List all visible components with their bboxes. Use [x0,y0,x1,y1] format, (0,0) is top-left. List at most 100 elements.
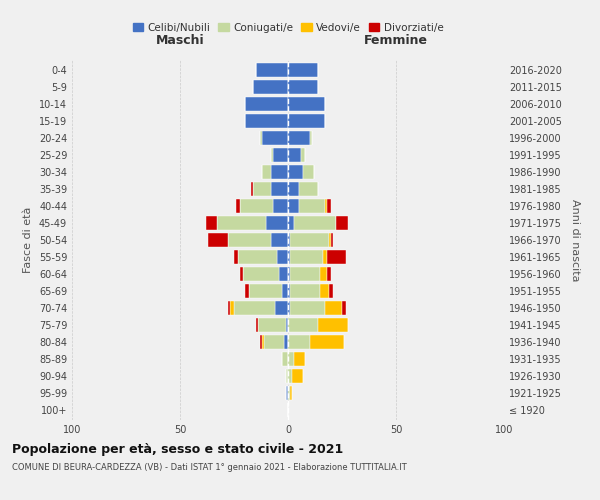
Bar [262,166,271,179]
Bar [271,182,288,196]
Bar [290,233,329,247]
Bar [292,369,303,382]
Bar [288,301,290,314]
Bar [273,148,288,162]
Bar [288,166,303,179]
Bar [245,284,249,298]
Bar [256,318,258,332]
Bar [280,267,288,281]
Bar [288,267,290,281]
Bar [299,182,318,196]
Bar [275,301,288,314]
Y-axis label: Anni di nascita: Anni di nascita [570,198,580,281]
Bar [258,318,286,332]
Bar [288,199,299,213]
Bar [266,216,288,230]
Bar [286,369,288,382]
Bar [227,233,271,247]
Bar [288,132,310,145]
Bar [281,352,288,366]
Text: COMUNE DI BEURA-CARDEZZA (VB) - Dati ISTAT 1° gennaio 2021 - Elaborazione TUTTIT: COMUNE DI BEURA-CARDEZZA (VB) - Dati IST… [12,462,407,471]
Bar [327,267,331,281]
Bar [290,301,325,314]
Bar [288,233,290,247]
Bar [245,114,288,128]
Bar [227,301,230,314]
Bar [206,216,217,230]
Bar [234,250,238,264]
Bar [325,301,342,314]
Bar [264,335,284,348]
Bar [335,216,349,230]
Bar [262,335,264,348]
Bar [318,318,349,332]
Bar [271,233,288,247]
Bar [260,335,262,348]
Bar [281,284,288,298]
Bar [288,64,318,77]
Bar [290,284,320,298]
Bar [290,267,320,281]
Bar [288,114,325,128]
Bar [230,301,234,314]
Bar [251,182,253,196]
Bar [295,352,305,366]
Bar [329,284,334,298]
Bar [273,199,288,213]
Bar [299,199,325,213]
Bar [303,166,314,179]
Bar [284,335,288,348]
Bar [310,132,312,145]
Bar [288,335,310,348]
Bar [238,250,277,264]
Bar [320,284,329,298]
Bar [327,199,331,213]
Bar [271,166,288,179]
Bar [325,199,327,213]
Bar [342,301,346,314]
Bar [241,267,242,281]
Bar [288,216,295,230]
Bar [288,182,299,196]
Bar [241,199,273,213]
Text: Femmine: Femmine [364,34,428,48]
Bar [260,132,262,145]
Bar [208,233,227,247]
Bar [288,148,301,162]
Bar [288,352,295,366]
Bar [329,233,331,247]
Bar [277,250,288,264]
Bar [310,335,344,348]
Bar [331,233,334,247]
Bar [286,318,288,332]
Bar [236,199,241,213]
Bar [242,267,280,281]
Bar [217,216,266,230]
Bar [288,386,290,400]
Bar [253,182,271,196]
Bar [295,216,335,230]
Bar [262,132,288,145]
Text: Popolazione per età, sesso e stato civile - 2021: Popolazione per età, sesso e stato civil… [12,442,343,456]
Bar [288,318,318,332]
Bar [288,284,290,298]
Bar [245,98,288,111]
Bar [288,80,318,94]
Bar [288,369,292,382]
Bar [288,98,325,111]
Bar [290,250,323,264]
Bar [253,80,288,94]
Bar [288,250,290,264]
Y-axis label: Fasce di età: Fasce di età [23,207,33,273]
Bar [256,64,288,77]
Legend: Celibi/Nubili, Coniugati/e, Vedovi/e, Divorziati/e: Celibi/Nubili, Coniugati/e, Vedovi/e, Di… [128,18,448,36]
Bar [234,301,275,314]
Bar [320,267,327,281]
Bar [301,148,305,162]
Bar [249,284,281,298]
Bar [271,148,273,162]
Bar [323,250,327,264]
Bar [327,250,346,264]
Bar [286,386,288,400]
Bar [290,386,292,400]
